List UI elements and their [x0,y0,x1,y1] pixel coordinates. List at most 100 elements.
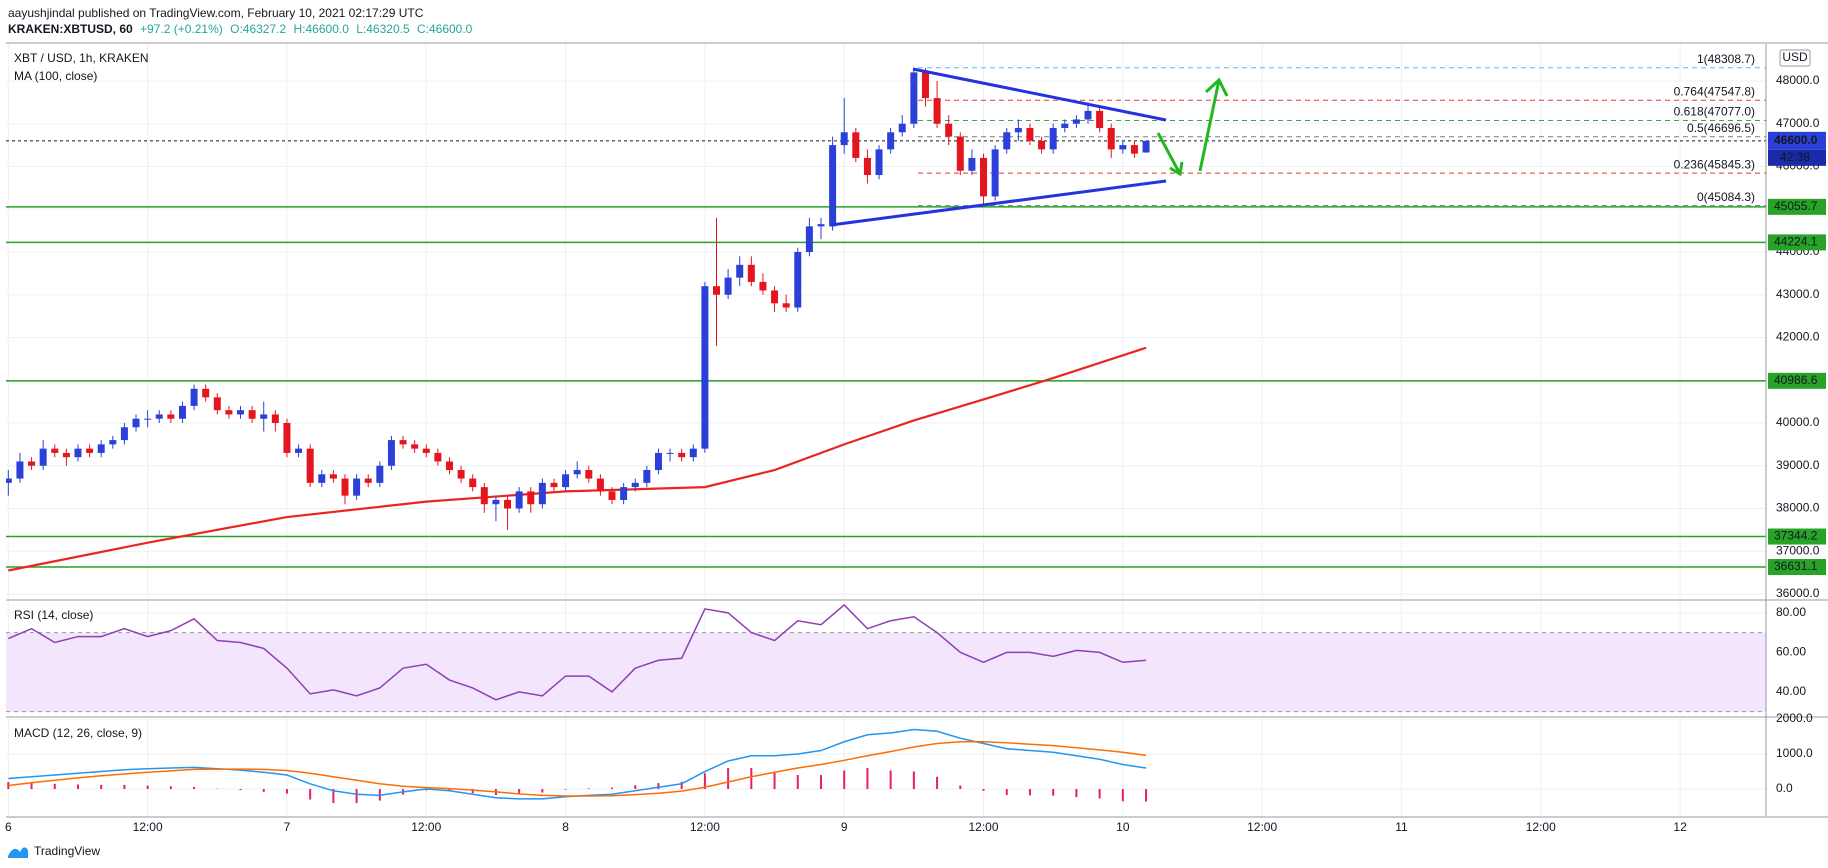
level-box [1768,372,1826,389]
histogram-bar [1075,789,1078,798]
candle-body [39,448,47,466]
trendline-lower [830,179,1167,227]
histogram-bar [123,784,126,790]
candle-body [271,414,279,423]
y-tick-label: 60.00 [1776,645,1806,659]
candle-body [701,286,709,449]
candle-body [747,264,755,282]
arrow-up [1198,79,1221,172]
candle-body [550,482,558,488]
candle-body [898,123,906,133]
pane-title: RSI (14, close) [14,608,93,622]
x-tick-label: 12:00 [690,820,720,834]
candle-body [364,478,372,483]
x-tick-label: 9 [841,820,848,834]
y-tick-label: 38000.0 [1776,501,1820,515]
y-tick-label: 47000.0 [1776,116,1820,130]
y-tick-label: 37000.0 [1776,543,1820,557]
candle-body [1003,132,1011,150]
histogram-bar [1005,789,1008,795]
candle-body [445,461,453,471]
candle-body [144,418,152,420]
candle-body [759,281,767,291]
low: L:46320.5 [356,22,410,36]
y-tick-label: 48000.0 [1776,73,1820,87]
logo [8,847,28,858]
level-box [1768,528,1826,545]
histogram-bar [100,784,103,790]
candle-body [968,157,976,171]
price-label: 46600.0 [1774,133,1818,147]
candle-body [643,470,651,483]
candle-body [666,452,674,454]
histogram-bar [169,786,172,790]
candle-body [596,478,604,492]
candle-body [562,474,570,488]
candle-body [771,290,779,304]
arrow-down [1156,132,1182,175]
candle-body [933,98,941,124]
fib-label: 0.618(47077.0) [1674,105,1755,119]
candle-body [202,388,210,398]
x-tick-label: 11 [1395,820,1408,834]
histogram-bar [76,784,79,790]
candle-body [1119,145,1127,150]
level-label: 36631.1 [1774,559,1818,573]
candle-body [608,491,616,500]
rsi-line [8,603,1147,701]
candle-body [782,303,790,308]
candle-body [921,72,929,99]
candle-body [422,448,430,453]
candle-body [155,414,163,419]
candle-body [713,286,721,295]
candle-body [341,478,349,496]
y-tick-label: 0.0 [1776,781,1793,795]
histogram-bar [332,789,335,804]
macd-line [8,741,1147,797]
x-tick-label: 10 [1116,820,1130,834]
rsi-band [6,632,1766,712]
candle-body [260,414,268,419]
histogram-bar [703,773,706,790]
histogram-bar [239,789,242,791]
candle-body [794,251,802,308]
high: H:46600.0 [294,22,350,36]
currency: USD [1782,50,1808,64]
histogram-bar [680,781,683,790]
candle-body [283,422,291,453]
histogram-bar [309,789,312,800]
fib-label: 0.236(45845.3) [1674,157,1755,171]
publisher: aayushjindal published on TradingView.co… [8,6,424,20]
candle-body [434,452,442,462]
candle-body [654,452,662,471]
pane-title: XBT / USD, 1h, KRAKEN [14,51,149,65]
candle-body [678,452,686,458]
candle-body [1038,140,1046,150]
candle-body [120,427,128,441]
candle-body [980,157,988,197]
candle-body [724,277,732,295]
candle-body [16,461,24,479]
candle-body [1084,110,1092,120]
histogram-bar [541,789,544,793]
y-tick-label: 2000.0 [1776,711,1813,725]
trendline-upper [912,67,1167,122]
level-label: 37344.2 [1774,529,1818,543]
countdown-box [1768,149,1826,166]
candle-body [887,132,895,150]
candle-body [1026,128,1034,141]
histogram-bar [471,789,474,794]
histogram-bar [518,789,521,794]
candle-body [829,145,837,227]
candle-body [910,72,918,124]
histogram-bar [30,783,33,790]
pane [6,601,1766,716]
open: O:46327.2 [230,22,286,36]
candle-body [1072,119,1080,124]
candle-body [1107,128,1115,150]
candle-body [387,440,395,466]
candle-body [504,499,512,509]
candle-body [991,149,999,197]
histogram-bar [750,768,753,790]
symbol: KRAKEN:XBTUSD, 60 [8,22,133,36]
